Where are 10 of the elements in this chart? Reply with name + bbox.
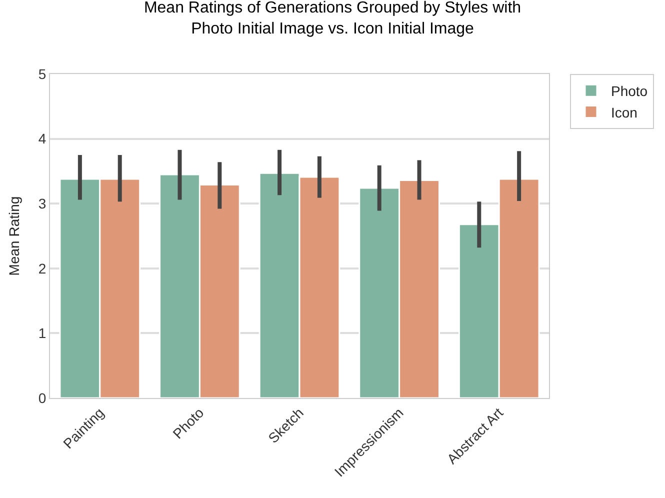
legend-label: Photo [611,83,648,100]
chart-title: Mean Ratings of Generations Grouped by Styles with Photo Initial Image vs. Icon Initial Image [144,0,522,38]
y-tick-label: 0 [38,390,46,406]
y-tick-label: 4 [38,130,46,147]
y-tick-label: 1 [38,325,46,342]
legend-label: Icon [611,104,638,120]
y-tick-label: 3 [38,196,46,212]
y-axis-title: Mean Rating [6,196,22,276]
y-tick-label: 2 [38,260,46,276]
y-tick-label: 5 [38,66,46,82]
